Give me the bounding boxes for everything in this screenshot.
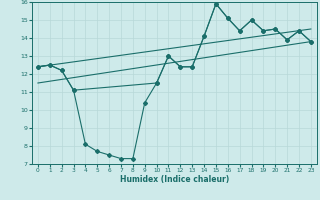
X-axis label: Humidex (Indice chaleur): Humidex (Indice chaleur)	[120, 175, 229, 184]
